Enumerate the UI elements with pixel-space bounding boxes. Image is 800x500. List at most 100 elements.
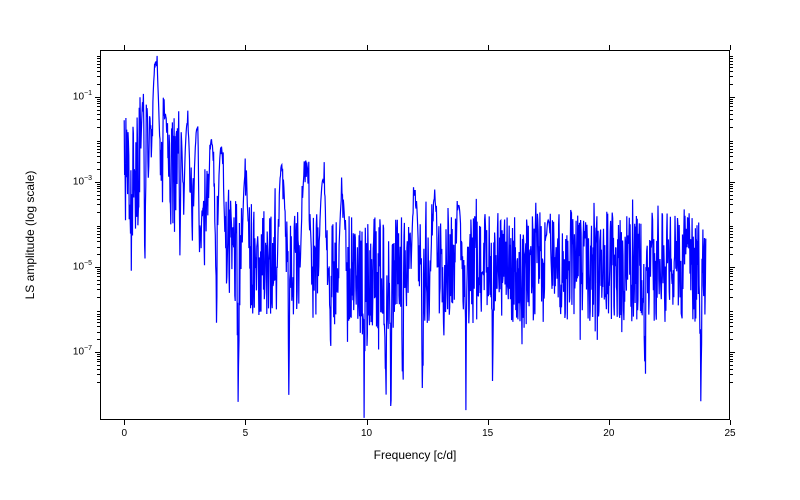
y-minor-tick	[97, 186, 100, 187]
y-minor-tick	[97, 156, 100, 157]
y-minor-tick	[730, 110, 733, 111]
y-minor-tick	[97, 212, 100, 213]
y-minor-tick	[730, 382, 733, 383]
y-minor-tick	[730, 76, 733, 77]
x-tick-label: 20	[603, 428, 614, 439]
y-minor-tick	[730, 191, 733, 192]
y-minor-tick	[97, 356, 100, 357]
y-minor-tick	[730, 289, 733, 290]
y-minor-tick	[97, 188, 100, 189]
x-tick-mark	[609, 45, 610, 50]
y-minor-tick	[97, 297, 100, 298]
y-minor-tick	[97, 141, 100, 142]
y-minor-tick	[97, 319, 100, 320]
x-tick-label: 25	[724, 428, 735, 439]
y-tick-mark	[95, 267, 100, 268]
y-minor-tick	[730, 84, 733, 85]
y-minor-tick	[730, 61, 733, 62]
x-tick-mark	[609, 420, 610, 425]
y-minor-tick	[730, 141, 733, 142]
y-minor-tick	[97, 280, 100, 281]
y-minor-tick	[97, 127, 100, 128]
x-tick-mark	[730, 45, 731, 50]
y-minor-tick	[97, 119, 100, 120]
y-minor-tick	[97, 76, 100, 77]
y-minor-tick	[730, 186, 733, 187]
y-minor-tick	[97, 314, 100, 315]
y-minor-tick	[730, 114, 733, 115]
y-minor-tick	[97, 106, 100, 107]
y-minor-tick	[730, 254, 733, 255]
y-minor-tick	[97, 199, 100, 200]
y-minor-tick	[730, 361, 733, 362]
x-tick-label: 0	[121, 428, 127, 439]
y-minor-tick	[730, 101, 733, 102]
y-minor-tick	[97, 284, 100, 285]
y-minor-tick	[97, 359, 100, 360]
y-minor-tick	[730, 212, 733, 213]
y-tick-mark	[730, 97, 735, 98]
y-minor-tick	[730, 143, 733, 144]
x-tick-mark	[730, 420, 731, 425]
y-minor-tick	[97, 184, 100, 185]
y-minor-tick	[730, 374, 733, 375]
y-minor-tick	[730, 280, 733, 281]
y-minor-tick	[730, 146, 733, 147]
y-minor-tick	[97, 143, 100, 144]
y-minor-tick	[97, 226, 100, 227]
y-minor-tick	[97, 204, 100, 205]
x-tick-mark	[124, 45, 125, 50]
y-minor-tick	[730, 356, 733, 357]
y-minor-tick	[97, 254, 100, 255]
y-minor-tick	[97, 56, 100, 57]
y-minor-tick	[97, 237, 100, 238]
y-minor-tick	[97, 71, 100, 72]
y-minor-tick	[730, 332, 733, 333]
x-tick-label: 5	[243, 428, 249, 439]
y-minor-tick	[97, 271, 100, 272]
y-minor-tick	[97, 326, 100, 327]
y-minor-tick	[730, 276, 733, 277]
y-minor-tick	[730, 365, 733, 366]
x-tick-mark	[367, 45, 368, 50]
y-minor-tick	[97, 234, 100, 235]
y-minor-tick	[730, 316, 733, 317]
y-minor-tick	[97, 269, 100, 270]
y-minor-tick	[730, 188, 733, 189]
y-tick-mark	[730, 267, 735, 268]
y-minor-tick	[730, 369, 733, 370]
y-tick-mark	[95, 182, 100, 183]
y-minor-tick	[730, 228, 733, 229]
y-minor-tick	[97, 273, 100, 274]
y-minor-tick	[97, 84, 100, 85]
y-minor-tick	[730, 311, 733, 312]
x-tick-mark	[245, 420, 246, 425]
y-tick-label: 10−1	[73, 90, 92, 102]
y-minor-tick	[730, 106, 733, 107]
y-minor-tick	[97, 241, 100, 242]
y-minor-tick	[730, 314, 733, 315]
y-minor-tick	[97, 191, 100, 192]
spectrum-line	[0, 0, 800, 500]
y-minor-tick	[97, 231, 100, 232]
y-minor-tick	[97, 152, 100, 153]
y-minor-tick	[97, 247, 100, 248]
x-tick-mark	[245, 45, 246, 50]
y-minor-tick	[730, 284, 733, 285]
y-minor-tick	[730, 319, 733, 320]
y-tick-mark	[730, 182, 735, 183]
y-tick-mark	[95, 97, 100, 98]
y-minor-tick	[730, 271, 733, 272]
y-tick-label: 10−3	[73, 175, 92, 187]
y-minor-tick	[730, 269, 733, 270]
y-minor-tick	[730, 297, 733, 298]
y-minor-tick	[730, 99, 733, 100]
y-minor-tick	[97, 339, 100, 340]
y-minor-tick	[730, 359, 733, 360]
y-minor-tick	[730, 103, 733, 104]
y-minor-tick	[730, 226, 733, 227]
y-minor-tick	[97, 146, 100, 147]
y-minor-tick	[730, 273, 733, 274]
y-minor-tick	[97, 361, 100, 362]
y-minor-tick	[97, 316, 100, 317]
